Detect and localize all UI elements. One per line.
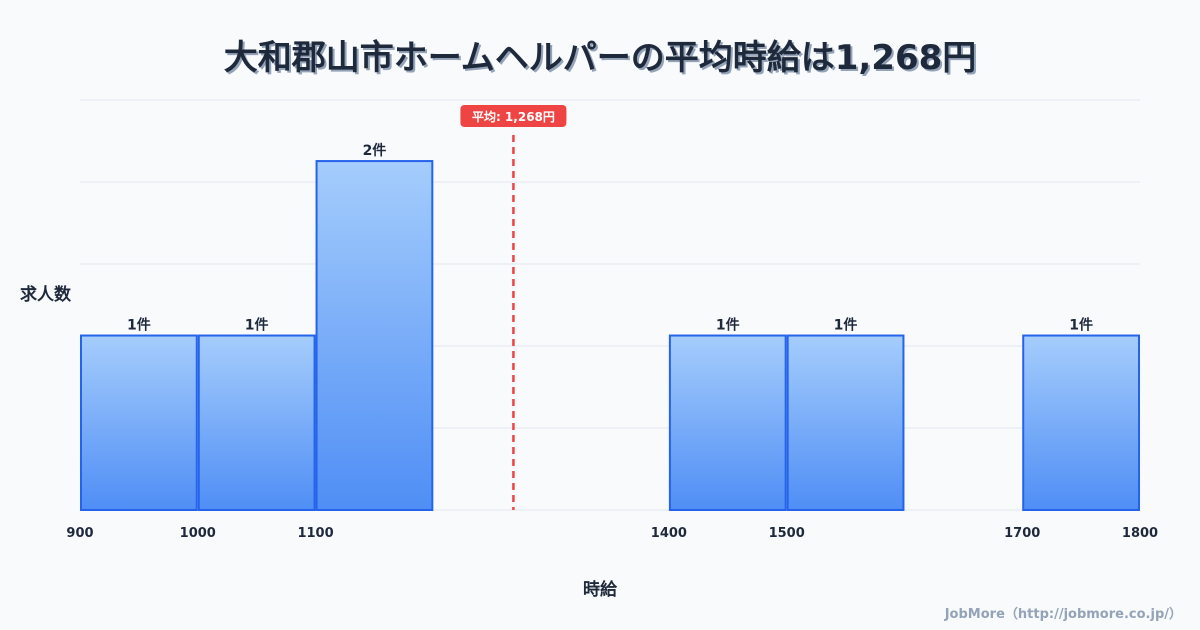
footer-credit: JobMore（http://jobmore.co.jp/） xyxy=(944,607,1182,622)
x-tick-label: 1000 xyxy=(180,526,216,541)
bar xyxy=(1022,334,1141,511)
x-tick-label: 1400 xyxy=(651,526,687,541)
bar xyxy=(668,334,787,511)
x-tick-label: 1700 xyxy=(1004,526,1040,541)
bar xyxy=(197,334,316,511)
x-tick-label: 1500 xyxy=(769,526,805,541)
bar xyxy=(786,334,905,511)
bar-value-label: 1件 xyxy=(127,317,151,334)
mean-badge xyxy=(460,105,567,127)
x-tick-label: 1100 xyxy=(297,526,333,541)
chart-title: 大和郡山市ホームヘルパーの平均時給は1,268円 xyxy=(223,38,977,78)
bar-value-label: 1件 xyxy=(834,317,858,334)
x-tick-label: 1800 xyxy=(1122,526,1158,541)
bar xyxy=(80,334,198,511)
mean-label: 平均: 1,268円 xyxy=(472,109,555,124)
bar-value-label: 2件 xyxy=(363,142,387,159)
bar-value-label: 1件 xyxy=(245,317,269,334)
x-tick-label: 900 xyxy=(66,526,93,541)
bar xyxy=(315,160,434,511)
bar-value-label: 1件 xyxy=(716,317,740,334)
y-axis-label: 求人数 xyxy=(20,285,71,305)
x-axis-label: 時給 xyxy=(583,580,617,600)
bar-value-label: 1件 xyxy=(1069,317,1093,334)
